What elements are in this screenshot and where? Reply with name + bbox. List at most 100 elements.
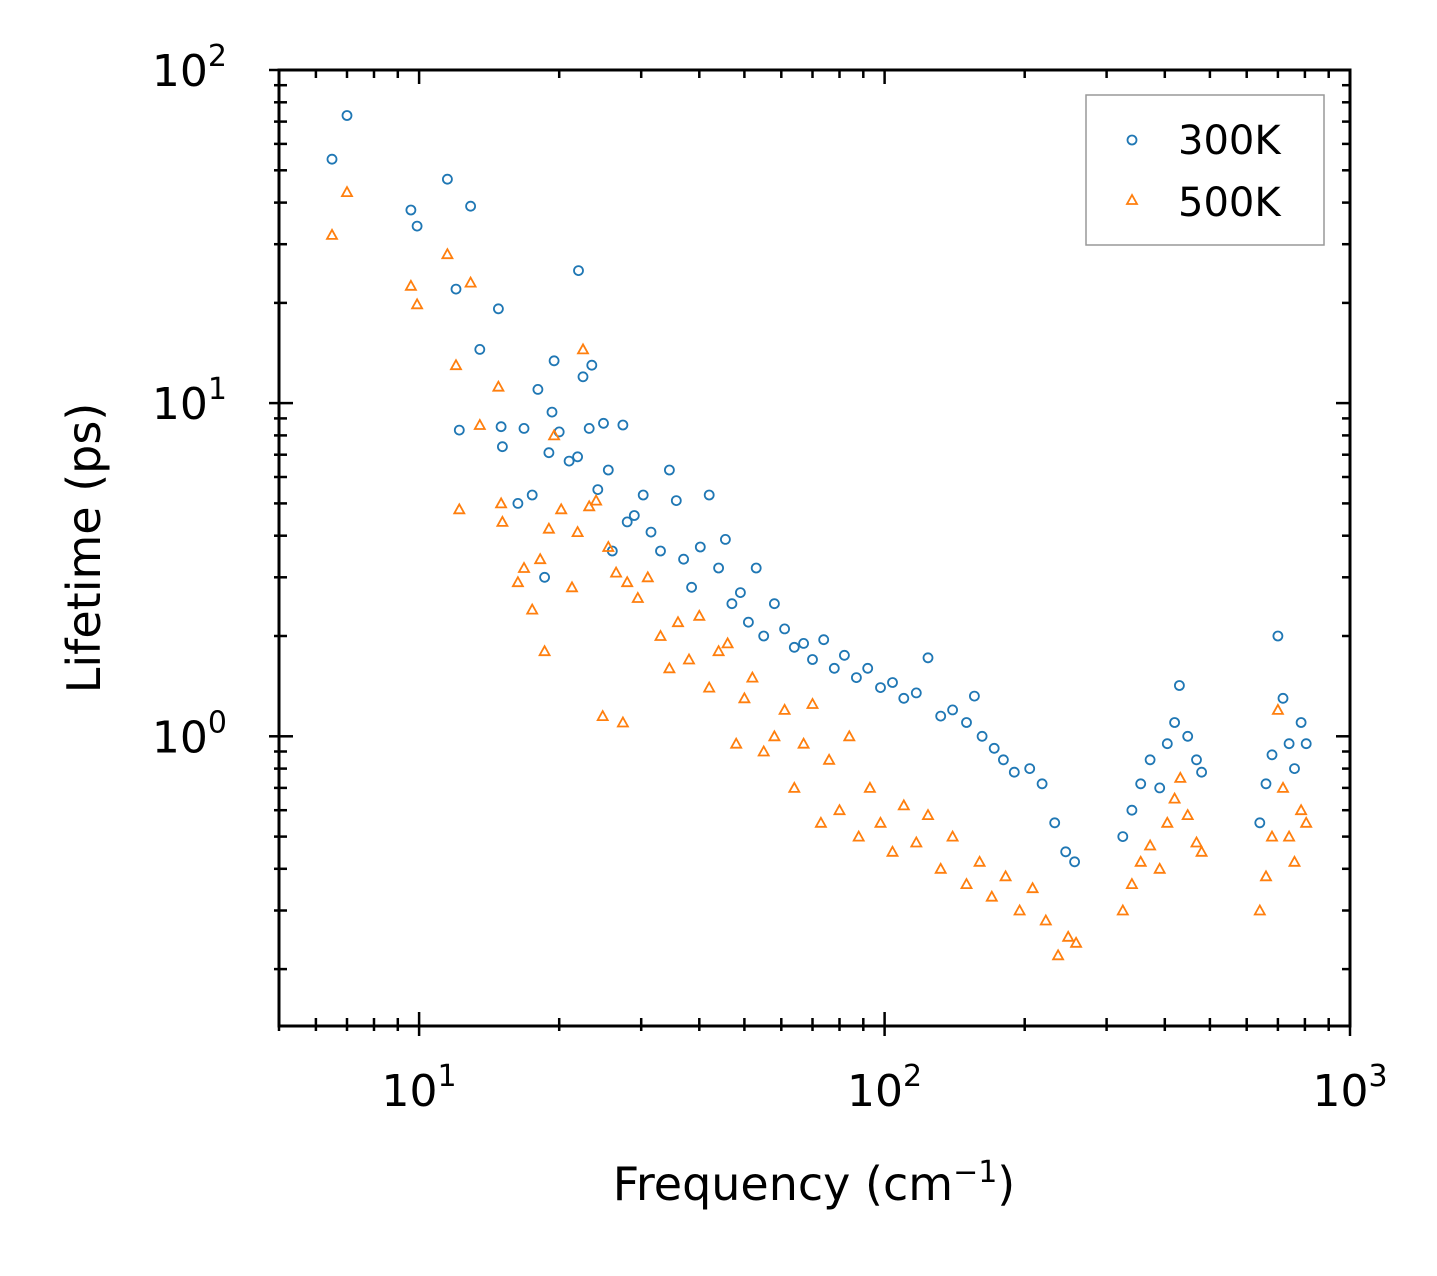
data-point-500k — [999, 869, 1013, 882]
data-point-300k — [947, 704, 958, 716]
data-point-500k — [464, 275, 478, 288]
data-point-500k — [589, 493, 603, 506]
data-point-500k — [1134, 854, 1148, 867]
data-point-500k — [1173, 771, 1187, 783]
data-point-300k — [583, 422, 595, 434]
data-point-500k — [1299, 815, 1313, 828]
data-point-500k — [842, 729, 856, 742]
data-point-500k — [778, 703, 792, 715]
data-point-500k — [533, 552, 547, 565]
x-axis-label: Frequency (cm−1) — [613, 1155, 1016, 1211]
data-point-300k — [512, 497, 524, 509]
data-point-500k — [973, 854, 987, 867]
data-point-500k — [721, 636, 735, 649]
data-point-300k — [839, 649, 850, 661]
data-point-500k — [1189, 835, 1204, 848]
data-point-500k — [1181, 808, 1195, 820]
data-layer — [325, 110, 1313, 961]
data-point-500k — [1287, 854, 1302, 867]
data-point-500k — [959, 877, 974, 889]
data-point-500k — [517, 561, 531, 573]
data-point-500k — [495, 515, 509, 527]
data-point-300k — [598, 417, 609, 429]
data-point-500k — [1069, 935, 1083, 948]
data-point-500k — [525, 602, 539, 615]
data-point-300k — [539, 571, 550, 583]
data-point-300k — [518, 422, 530, 434]
data-point-500k — [712, 644, 726, 657]
data-point-300k — [532, 383, 544, 395]
y-tick-label: 101 — [152, 372, 227, 430]
data-point-500k — [340, 185, 354, 198]
data-point-500k — [729, 736, 743, 749]
x-tick-label: 101 — [382, 1059, 457, 1117]
data-point-300k — [573, 265, 584, 277]
data-point-500k — [1125, 877, 1139, 889]
data-point-500k — [596, 709, 610, 721]
data-point-300k — [898, 692, 910, 704]
plot-frame — [277, 68, 1352, 1028]
data-point-300k — [1008, 766, 1020, 778]
data-point-300k — [851, 672, 862, 683]
data-point-300k — [326, 153, 338, 165]
legend-label-500k: 500K — [1178, 180, 1282, 226]
data-point-500k — [547, 428, 561, 441]
data-point-300k — [720, 534, 731, 545]
data-point-300k — [586, 359, 598, 371]
data-point-500k — [946, 829, 960, 842]
data-point-500k — [934, 861, 948, 874]
legend-label-300k: 300K — [1178, 118, 1282, 164]
data-point-500k — [1276, 781, 1290, 793]
data-point-500k — [832, 803, 847, 816]
data-point-300k — [988, 742, 1000, 754]
data-point-300k — [474, 343, 486, 355]
data-point-300k — [450, 283, 462, 295]
data-point-300k — [758, 630, 770, 642]
data-point-300k — [592, 484, 604, 496]
data-point-500k — [745, 670, 759, 683]
data-point-500k — [814, 815, 828, 828]
data-point-300k — [1069, 856, 1080, 868]
data-point-300k — [998, 754, 1009, 766]
data-point-300k — [686, 581, 697, 593]
data-point-300k — [617, 419, 629, 431]
data-point-300k — [910, 687, 922, 699]
data-point-300k — [1300, 738, 1312, 750]
data-point-500k — [797, 736, 811, 749]
data-point-500k — [410, 297, 424, 310]
series-500k — [325, 185, 1313, 961]
data-point-300k — [703, 489, 715, 501]
data-point-300k — [563, 455, 575, 467]
data-point-300k — [1260, 778, 1272, 790]
data-point-500k — [571, 525, 585, 537]
data-point-500k — [1039, 913, 1053, 926]
data-point-300k — [602, 464, 614, 476]
data-point-300k — [492, 303, 504, 315]
data-point-300k — [496, 441, 508, 453]
data-point-500k — [631, 591, 645, 603]
data-point-300k — [1135, 778, 1147, 790]
data-point-300k — [526, 489, 538, 501]
data-point-300k — [961, 717, 972, 728]
data-point-300k — [678, 553, 689, 565]
data-point-300k — [548, 355, 560, 367]
data-point-300k — [441, 173, 453, 185]
data-point-300k — [862, 662, 874, 674]
data-point-500k — [1195, 844, 1209, 857]
data-point-500k — [682, 652, 696, 665]
data-point-300k — [655, 545, 666, 557]
data-point-300k — [1060, 846, 1072, 858]
data-point-300k — [577, 371, 589, 383]
x-tick-label: 103 — [1312, 1059, 1387, 1117]
data-point-300k — [411, 220, 423, 232]
data-point-500k — [576, 342, 590, 355]
data-point-300k — [743, 616, 754, 628]
data-point-300k — [694, 541, 706, 553]
data-point-300k — [1182, 730, 1194, 742]
legend-marker-500k — [1125, 193, 1139, 205]
data-point-500k — [1051, 948, 1065, 961]
data-point-300k — [887, 677, 898, 688]
data-point-300k — [1277, 692, 1289, 704]
data-point-500k — [1259, 869, 1273, 882]
